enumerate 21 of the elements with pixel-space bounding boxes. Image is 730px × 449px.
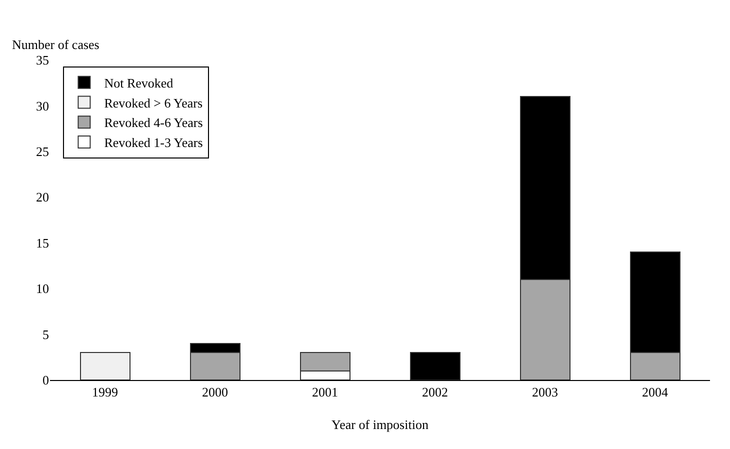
y-tick-label: 25 — [36, 144, 49, 159]
x-axis-title: Year of imposition — [332, 417, 429, 432]
y-tick-label: 30 — [36, 98, 49, 114]
y-tick-label: 0 — [42, 372, 49, 388]
y-axis-title: Number of cases — [12, 37, 100, 52]
y-tick-label: 15 — [36, 235, 49, 250]
legend-label: Revoked 1-3 Years — [104, 135, 203, 150]
y-tick-label: 5 — [42, 326, 49, 342]
y-tick-label: 10 — [36, 281, 49, 296]
legend-label: Not Revoked — [104, 75, 174, 90]
x-tick-label: 1999 — [92, 384, 118, 400]
legend-label: Revoked 4-6 Years — [104, 115, 203, 130]
legend-label: Revoked > 6 Years — [104, 95, 203, 110]
x-tick-label: 2004 — [642, 384, 668, 400]
x-tick-label: 2001 — [312, 384, 338, 400]
x-tick-label: 2000 — [202, 384, 228, 400]
x-tick-label: 2002 — [422, 384, 448, 400]
bar — [80, 352, 130, 380]
x-tick-label: 2003 — [532, 384, 558, 400]
y-tick-label: 35 — [36, 52, 49, 68]
y-tick-label: 20 — [36, 190, 49, 205]
